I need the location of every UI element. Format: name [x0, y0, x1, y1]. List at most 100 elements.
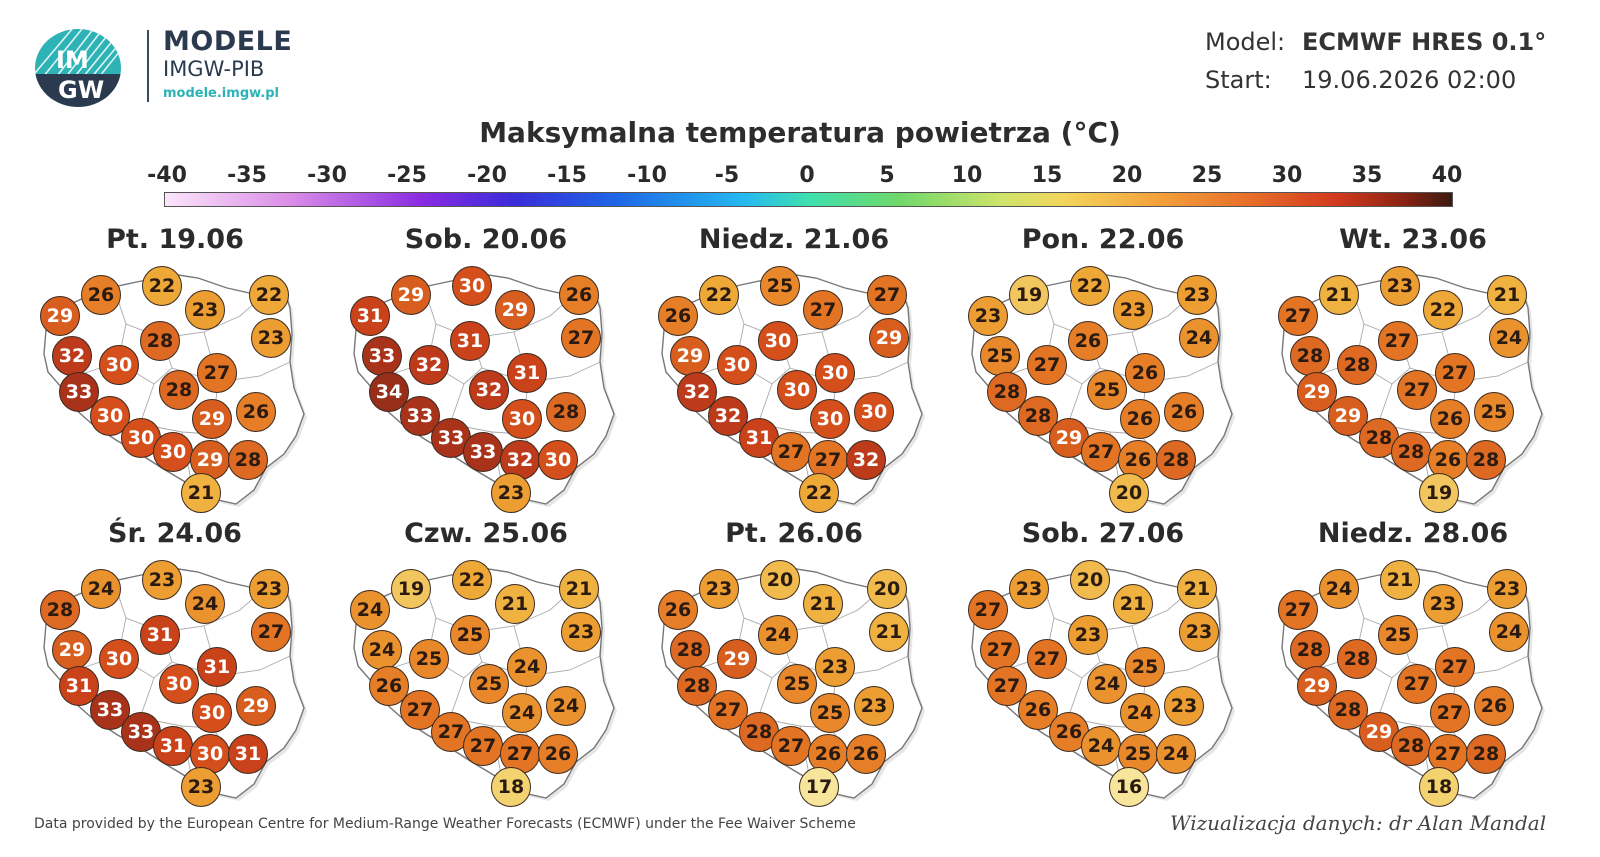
temperature-marker: 24 — [1120, 693, 1160, 733]
scale-tick-label: 10 — [951, 163, 983, 188]
temperature-marker: 24 — [1489, 318, 1529, 358]
temperature-marker: 21 — [1113, 584, 1153, 624]
temperature-marker: 23 — [142, 560, 182, 600]
temperature-marker: 27 — [1435, 647, 1475, 687]
temperature-marker: 33 — [431, 418, 471, 458]
temperature-marker: 25 — [810, 693, 850, 733]
temperature-marker: 23 — [1423, 584, 1463, 624]
temperature-marker: 24 — [546, 686, 586, 726]
temperature-marker: 30 — [192, 693, 232, 733]
temperature-marker: 28 — [670, 630, 710, 670]
day-title: Niedz. 28.06 — [1317, 518, 1509, 549]
temperature-marker: 33 — [463, 432, 503, 472]
temperature-marker: 30 — [99, 345, 139, 385]
temperature-marker: 21 — [1380, 560, 1420, 600]
temperature-marker: 24 — [1087, 664, 1127, 704]
temperature-marker: 18 — [491, 767, 531, 807]
region-border — [1351, 581, 1497, 633]
scale-tick-label: -10 — [627, 163, 667, 188]
scale-tick-label: -30 — [307, 163, 347, 188]
temperature-marker: 23 — [185, 290, 225, 330]
scale-tick-label: 25 — [1191, 163, 1223, 188]
region-border — [113, 581, 259, 633]
temperature-marker: 26 — [1428, 440, 1468, 480]
temperature-marker: 21 — [1487, 275, 1527, 315]
temperature-marker: 28 — [1156, 440, 1196, 480]
temperature-marker: 22 — [799, 473, 839, 513]
temperature-marker: 23 — [491, 473, 531, 513]
temperature-marker: 26 — [658, 296, 698, 336]
temperature-marker: 27 — [197, 353, 237, 393]
temperature-marker: 20 — [867, 569, 907, 609]
temperature-marker: 27 — [803, 290, 843, 330]
brand-divider — [147, 30, 149, 102]
temperature-marker: 27 — [1278, 296, 1318, 336]
temperature-marker: 27 — [463, 726, 503, 766]
day-title: Pon. 22.06 — [1021, 224, 1185, 255]
logo-text-top: IM — [56, 46, 89, 74]
temperature-marker: 23 — [1380, 266, 1420, 306]
temperature-marker: 23 — [1164, 686, 1204, 726]
temperature-marker: 21 — [1177, 569, 1217, 609]
temperature-marker: 23 — [815, 647, 855, 687]
temperature-marker: 26 — [846, 734, 886, 774]
temperature-marker: 29 — [192, 399, 232, 439]
temperature-marker: 28 — [1290, 630, 1330, 670]
temperature-marker: 26 — [1068, 321, 1108, 361]
region-border — [113, 287, 259, 339]
region-border — [1351, 287, 1497, 339]
temperature-marker: 24 — [81, 569, 121, 609]
temperature-marker: 24 — [502, 693, 542, 733]
temperature-marker: 26 — [1125, 353, 1165, 393]
temperature-marker: 30 — [90, 396, 130, 436]
temperature-marker: 34 — [369, 372, 409, 412]
temperature-marker: 26 — [1430, 399, 1470, 439]
day-title: Śr. 24.06 — [108, 518, 242, 549]
temperature-marker: 20 — [1109, 473, 1149, 513]
temperature-marker: 31 — [197, 647, 237, 687]
temperature-marker: 32 — [846, 440, 886, 480]
temperature-marker: 23 — [1068, 615, 1108, 655]
temperature-marker: 27 — [771, 432, 811, 472]
temperature-marker: 29 — [495, 290, 535, 330]
temperature-marker: 28 — [1290, 336, 1330, 376]
temperature-marker: 31 — [450, 321, 490, 361]
temperature-marker: 31 — [153, 726, 193, 766]
temperature-marker: 23 — [1009, 569, 1049, 609]
temperature-marker: 32 — [469, 370, 509, 410]
temperature-marker: 31 — [140, 615, 180, 655]
temperature-marker: 25 — [777, 664, 817, 704]
brand-url-link[interactable]: modele.imgw.pl — [163, 86, 279, 101]
temperature-marker: 30 — [538, 440, 578, 480]
visualization-credit: Wizualizacja danych: dr Alan Mandal — [1170, 811, 1547, 835]
temperature-marker: 21 — [1319, 275, 1359, 315]
temperature-marker: 27 — [1397, 664, 1437, 704]
temperature-marker: 24 — [1156, 734, 1196, 774]
region-border — [423, 581, 569, 633]
temperature-marker: 27 — [1027, 639, 1067, 679]
scale-tick-label: -40 — [147, 163, 187, 188]
temperature-marker: 30 — [758, 321, 798, 361]
scale-tick-label: 5 — [879, 163, 895, 188]
temperature-marker: 23 — [699, 569, 739, 609]
temperature-marker: 29 — [1359, 712, 1399, 752]
temperature-marker: 22 — [452, 560, 492, 600]
color-scale-bar — [164, 192, 1453, 207]
scale-tick-label: -25 — [387, 163, 427, 188]
temperature-marker: 27 — [808, 440, 848, 480]
temperature-marker: 29 — [670, 336, 710, 376]
temperature-marker: 19 — [1419, 473, 1459, 513]
temperature-marker: 23 — [181, 767, 221, 807]
temperature-marker: 27 — [561, 318, 601, 358]
region-border — [731, 581, 877, 633]
temperature-marker: 28 — [1466, 440, 1506, 480]
temperature-marker: 29 — [236, 686, 276, 726]
temperature-marker: 21 — [181, 473, 221, 513]
temperature-marker: 25 — [1378, 615, 1418, 655]
temperature-marker: 24 — [1489, 612, 1529, 652]
temperature-marker: 23 — [561, 612, 601, 652]
temperature-marker: 30 — [502, 399, 542, 439]
region-border — [1041, 581, 1187, 633]
temperature-marker: 19 — [391, 569, 431, 609]
temperature-marker: 24 — [1081, 726, 1121, 766]
